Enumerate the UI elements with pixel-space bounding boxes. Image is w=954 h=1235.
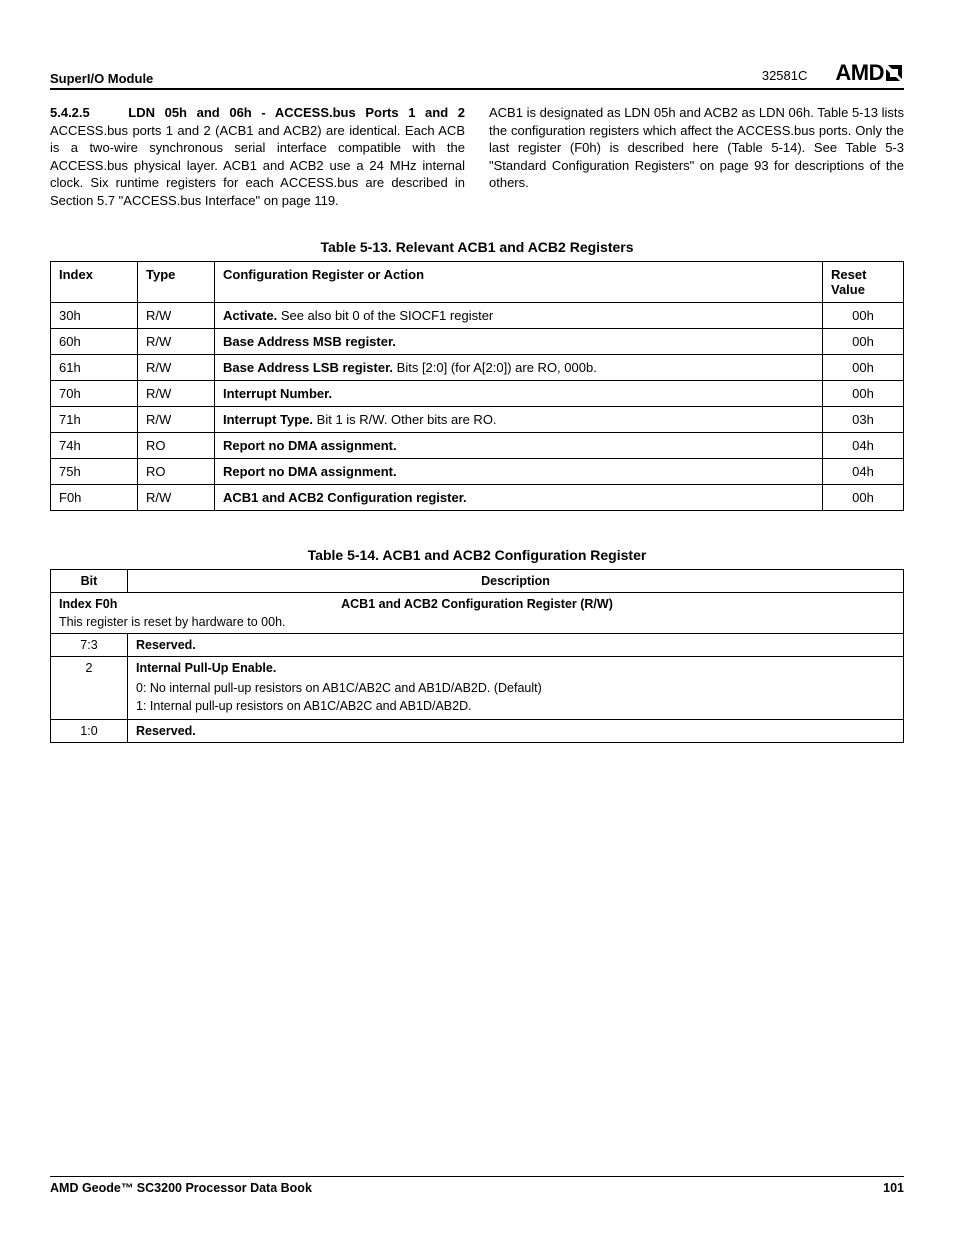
cell-index: 71h: [51, 407, 138, 433]
table-row: 2Internal Pull-Up Enable.0: No internal …: [51, 657, 904, 720]
footer-book-title: AMD Geode™ SC3200 Processor Data Book: [50, 1181, 312, 1195]
cell-index: 74h: [51, 433, 138, 459]
page-footer: AMD Geode™ SC3200 Processor Data Book 10…: [50, 1176, 904, 1195]
cell-index: 75h: [51, 459, 138, 485]
table-row: 71hR/WInterrupt Type. Bit 1 is R/W. Othe…: [51, 407, 904, 433]
cell-reset: 00h: [823, 303, 904, 329]
table-row: 60hR/WBase Address MSB register.00h: [51, 329, 904, 355]
cell-bit: 2: [51, 657, 128, 720]
footer-page-number: 101: [883, 1181, 904, 1195]
section-body: 5.4.2.5 LDN 05h and 06h - ACCESS.bus Por…: [50, 104, 904, 209]
cell-type: RO: [138, 433, 215, 459]
section-right-column: ACB1 is designated as LDN 05h and ACB2 a…: [489, 104, 904, 209]
cell-desc: Interrupt Type. Bit 1 is R/W. Other bits…: [215, 407, 823, 433]
cell-desc: Internal Pull-Up Enable.0: No internal p…: [128, 657, 904, 720]
cell-reset: 00h: [823, 355, 904, 381]
cell-desc: Base Address MSB register.: [215, 329, 823, 355]
table-row: 7:3Reserved.: [51, 634, 904, 657]
cell-bit: 7:3: [51, 634, 128, 657]
cell-bit: 1:0: [51, 720, 128, 743]
section-number: 5.4.2.5: [50, 105, 90, 120]
cell-type: R/W: [138, 485, 215, 511]
cell-desc: Base Address LSB register. Bits [2:0] (f…: [215, 355, 823, 381]
amd-logo-arrow-icon: [884, 61, 904, 87]
list-item: 0: No internal pull-up resistors on AB1C…: [136, 679, 895, 697]
cell-desc: Reserved.: [128, 720, 904, 743]
cell-index: 61h: [51, 355, 138, 381]
cell-type: R/W: [138, 381, 215, 407]
header-module-name: SuperI/O Module: [50, 71, 153, 86]
table-row: 74hROReport no DMA assignment.04h: [51, 433, 904, 459]
cell-index: 60h: [51, 329, 138, 355]
page-header: SuperI/O Module 32581C AMD: [50, 60, 904, 90]
section-title: LDN 05h and 06h - ACCESS.bus Ports 1 and…: [128, 105, 465, 120]
table14-sub-title: ACB1 and ACB2 Configuration Register (R/…: [59, 597, 895, 611]
cell-reset: 03h: [823, 407, 904, 433]
section-body-right: ACB1 is designated as LDN 05h and ACB2 a…: [489, 105, 904, 190]
table13-head-cfg: Configuration Register or Action: [215, 262, 823, 303]
cell-index: 70h: [51, 381, 138, 407]
cell-reset: 00h: [823, 381, 904, 407]
table14-sub-note: This register is reset by hardware to 00…: [59, 615, 895, 629]
cell-type: R/W: [138, 329, 215, 355]
cell-desc: Report no DMA assignment.: [215, 459, 823, 485]
list-item: 1: Internal pull-up resistors on AB1C/AB…: [136, 697, 895, 715]
section-body-left: ACCESS.bus ports 1 and 2 (ACB1 and ACB2)…: [50, 123, 465, 208]
table-5-14: Bit Description Index F0h ACB1 and ACB2 …: [50, 569, 904, 743]
table-5-13-caption: Table 5-13. Relevant ACB1 and ACB2 Regis…: [50, 239, 904, 255]
cell-type: R/W: [138, 407, 215, 433]
table-row: 75hROReport no DMA assignment.04h: [51, 459, 904, 485]
table13-head-type: Type: [138, 262, 215, 303]
cell-reset: 00h: [823, 329, 904, 355]
table14-head-desc: Description: [128, 570, 904, 593]
table-row: 70hR/WInterrupt Number.00h: [51, 381, 904, 407]
header-doc-number: 32581C: [762, 68, 808, 83]
cell-type: R/W: [138, 303, 215, 329]
amd-logo: AMD: [835, 60, 904, 86]
cell-desc: ACB1 and ACB2 Configuration register.: [215, 485, 823, 511]
cell-index: F0h: [51, 485, 138, 511]
cell-desc: Activate. See also bit 0 of the SIOCF1 r…: [215, 303, 823, 329]
table14-head-bit: Bit: [51, 570, 128, 593]
table14-subheader: Index F0h ACB1 and ACB2 Configuration Re…: [51, 593, 904, 634]
table-5-14-caption: Table 5-14. ACB1 and ACB2 Configuration …: [50, 547, 904, 563]
table13-head-reset: Reset Value: [823, 262, 904, 303]
cell-desc: Report no DMA assignment.: [215, 433, 823, 459]
cell-type: RO: [138, 459, 215, 485]
cell-index: 30h: [51, 303, 138, 329]
table13-head-index: Index: [51, 262, 138, 303]
cell-desc: Reserved.: [128, 634, 904, 657]
cell-reset: 00h: [823, 485, 904, 511]
header-right-group: 32581C AMD: [762, 60, 904, 86]
table-row: 30hR/WActivate. See also bit 0 of the SI…: [51, 303, 904, 329]
table-5-13: Index Type Configuration Register or Act…: [50, 261, 904, 511]
table-row: F0hR/WACB1 and ACB2 Configuration regist…: [51, 485, 904, 511]
cell-desc: Interrupt Number.: [215, 381, 823, 407]
section-left-column: 5.4.2.5 LDN 05h and 06h - ACCESS.bus Por…: [50, 104, 465, 209]
cell-type: R/W: [138, 355, 215, 381]
table-row: 61hR/WBase Address LSB register. Bits [2…: [51, 355, 904, 381]
cell-reset: 04h: [823, 459, 904, 485]
cell-reset: 04h: [823, 433, 904, 459]
table-row: 1:0Reserved.: [51, 720, 904, 743]
